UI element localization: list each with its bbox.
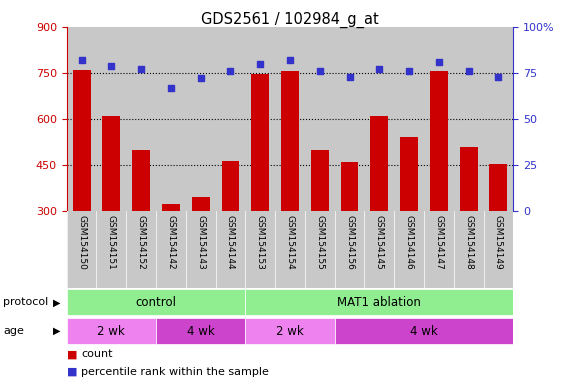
Bar [132,150,150,211]
Text: ▶: ▶ [53,297,61,308]
Bar [335,318,513,344]
Point [494,74,503,80]
Point [256,61,265,67]
Bar [340,162,358,211]
Bar [156,318,245,344]
Point [315,68,324,74]
Text: 2 wk: 2 wk [276,325,304,338]
Bar [72,70,90,211]
Text: GSM154155: GSM154155 [316,215,324,270]
Text: 4 wk: 4 wk [410,325,438,338]
Point [345,74,354,80]
Bar [251,74,269,211]
Bar [460,147,477,211]
Text: ■: ■ [67,349,77,359]
Text: GSM154150: GSM154150 [77,215,86,270]
Bar [490,164,508,211]
Bar [103,116,120,211]
Text: GSM154152: GSM154152 [137,215,146,270]
Point [464,68,473,74]
Text: GSM154149: GSM154149 [494,215,503,270]
Text: GSM154156: GSM154156 [345,215,354,270]
Text: percentile rank within the sample: percentile rank within the sample [81,366,269,377]
Text: GSM154151: GSM154151 [107,215,116,270]
Point [434,59,444,65]
Bar [162,204,180,211]
Bar [430,71,448,211]
Bar [222,161,240,211]
Bar [400,137,418,211]
Point [166,84,176,91]
Text: GSM154142: GSM154142 [166,215,175,270]
Text: GSM154145: GSM154145 [375,215,384,270]
Bar [371,116,388,211]
Point [196,75,205,81]
Point [136,66,146,72]
Point [226,68,235,74]
Point [77,57,86,63]
Text: ■: ■ [67,366,77,377]
Point [375,66,384,72]
Bar [281,71,299,211]
Text: GSM154154: GSM154154 [285,215,295,270]
Point [404,68,414,74]
Text: count: count [81,349,113,359]
Text: GSM154143: GSM154143 [196,215,205,270]
Text: GSM154153: GSM154153 [256,215,264,270]
Bar [67,318,156,344]
Text: GSM154147: GSM154147 [434,215,443,270]
Text: GSM154144: GSM154144 [226,215,235,270]
Text: 4 wk: 4 wk [187,325,215,338]
Text: age: age [3,326,24,336]
Point [285,57,295,63]
Text: GSM154148: GSM154148 [464,215,473,270]
Text: control: control [136,296,176,309]
Point [107,63,116,69]
Text: GDS2561 / 102984_g_at: GDS2561 / 102984_g_at [201,12,379,28]
Text: protocol: protocol [3,297,48,308]
Bar [245,290,513,315]
Bar [192,197,209,211]
Text: GSM154146: GSM154146 [405,215,414,270]
Text: ▶: ▶ [53,326,61,336]
Bar [311,150,329,211]
Bar [67,290,245,315]
Text: MAT1 ablation: MAT1 ablation [338,296,421,309]
Text: 2 wk: 2 wk [97,325,125,338]
Bar [245,318,335,344]
